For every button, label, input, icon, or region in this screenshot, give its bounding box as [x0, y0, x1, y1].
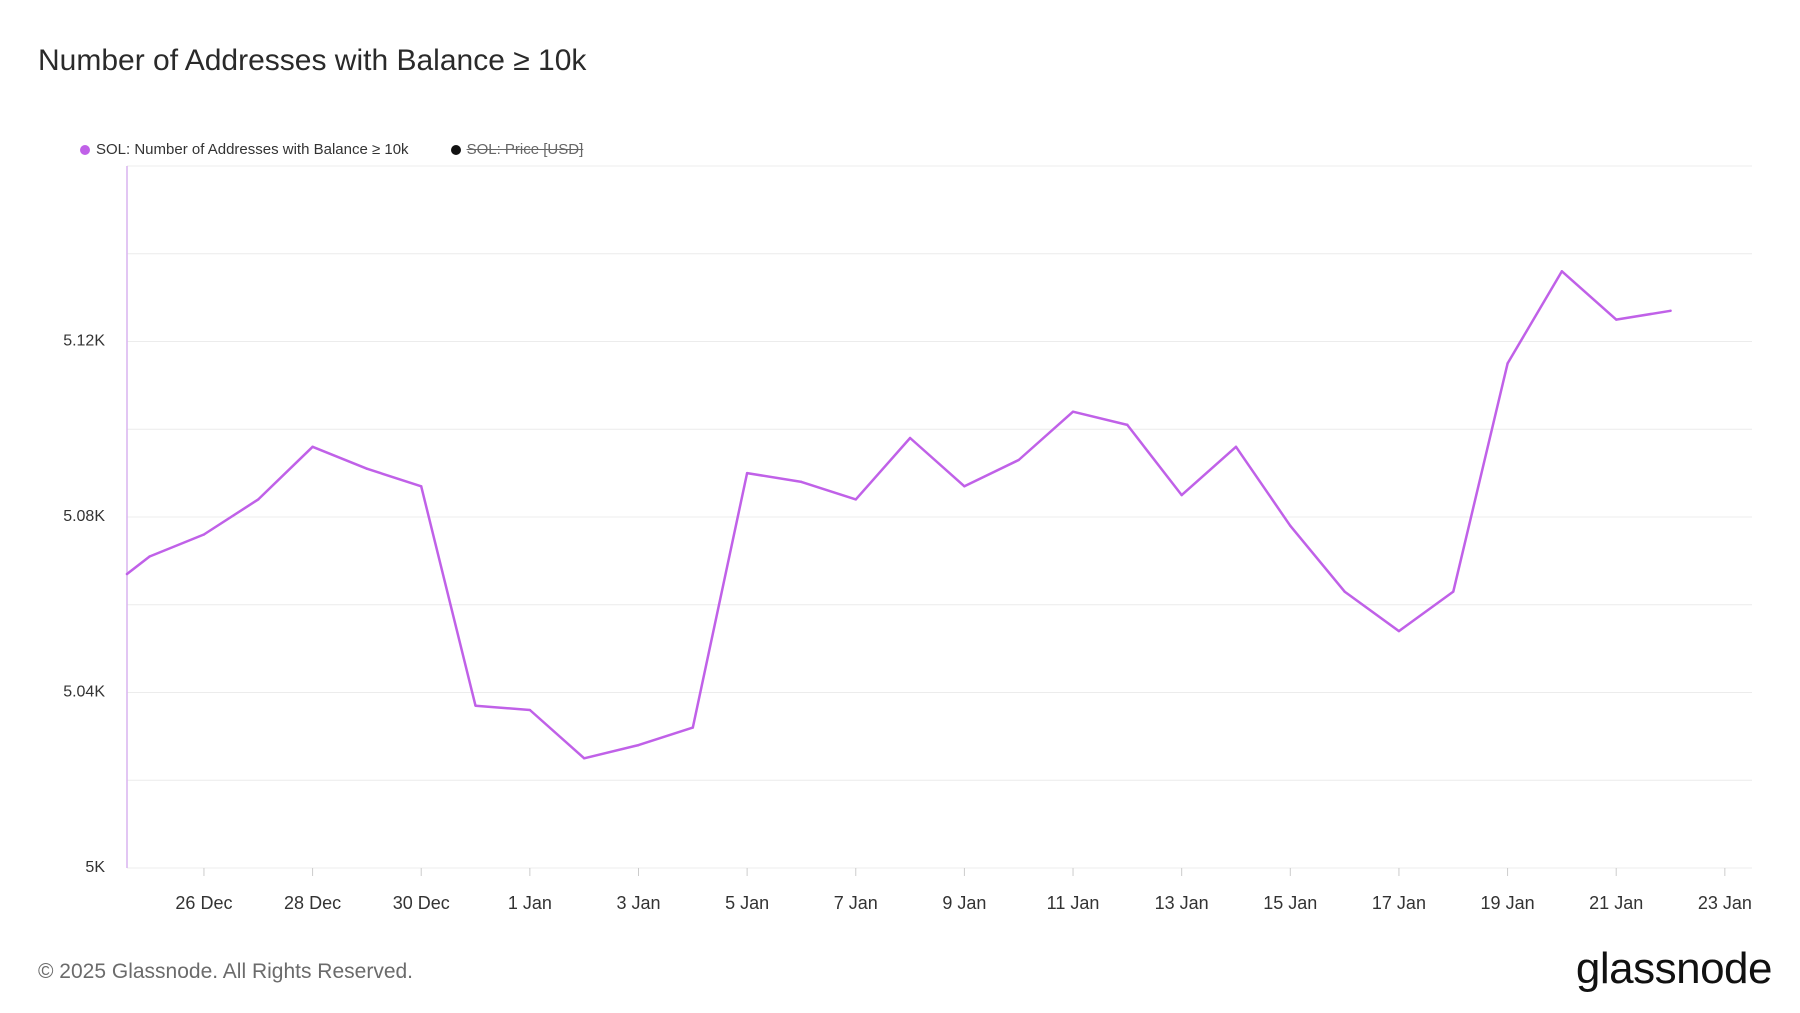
data-point	[1506, 362, 1509, 365]
x-tick-label: 15 Jan	[1263, 893, 1317, 913]
data-point	[1397, 629, 1401, 633]
x-tick-label: 21 Jan	[1589, 893, 1643, 913]
copyright-footer: © 2025 Glassnode. All Rights Reserved.	[38, 960, 414, 983]
data-point	[125, 572, 129, 576]
x-tick-label: 1 Jan	[508, 893, 552, 913]
data-point	[1289, 524, 1292, 527]
x-tick-label: 28 Dec	[284, 893, 341, 913]
x-tick-label: 9 Jan	[942, 893, 986, 913]
data-point	[1669, 309, 1672, 312]
data-point	[311, 445, 314, 448]
x-tick-label: 11 Jan	[1047, 893, 1100, 913]
chart-title: Number of Addresses with Balance ≥ 10k	[38, 44, 587, 77]
data-point	[854, 498, 857, 501]
data-point	[420, 485, 423, 488]
legend-label: SOL: Price [USD]	[466, 141, 584, 158]
x-tick-label: 3 Jan	[616, 893, 660, 913]
legend-item-price[interactable]: SOL: Price [USD]	[450, 141, 584, 158]
data-point	[745, 471, 749, 475]
x-tick-label: 30 Dec	[393, 893, 450, 913]
y-tick-label: 5.08K	[63, 508, 105, 525]
legend-label: SOL: Number of Addresses with Balance ≥ …	[96, 141, 409, 158]
chart-legend: SOL: Number of Addresses with Balance ≥ …	[80, 141, 583, 158]
data-point	[365, 467, 369, 470]
data-point	[257, 498, 260, 501]
x-tick-label: 19 Jan	[1481, 893, 1535, 913]
data-point	[691, 726, 695, 729]
legend-item-addresses[interactable]: SOL: Number of Addresses with Balance ≥ …	[80, 141, 409, 158]
x-tick-label: 26 Dec	[175, 893, 232, 913]
y-tick-label: 5K	[85, 859, 105, 876]
x-tick-label: 7 Jan	[834, 893, 878, 913]
series-line	[125, 270, 1672, 760]
y-tick-label: 5.04K	[63, 684, 105, 701]
data-point	[1071, 410, 1075, 413]
data-point	[148, 555, 151, 558]
data-point	[474, 704, 477, 707]
data-point	[800, 480, 803, 484]
data-point	[1234, 445, 1238, 448]
data-point	[528, 708, 532, 712]
data-point	[582, 757, 586, 760]
x-tick-label: 17 Jan	[1372, 893, 1426, 913]
data-point	[1615, 318, 1618, 321]
data-point	[202, 533, 206, 536]
x-tick-label: 5 Jan	[725, 893, 769, 913]
data-point	[1560, 270, 1564, 273]
y-tick-label: 5.12K	[63, 333, 105, 350]
data-point	[637, 743, 640, 747]
data-point	[963, 485, 966, 488]
legend-dot-icon	[80, 144, 90, 155]
glassnode-logo: glassnode	[1575, 944, 1773, 993]
data-point	[1180, 493, 1183, 497]
data-point	[1126, 423, 1129, 427]
data-point	[1452, 590, 1455, 593]
x-tick-label: 13 Jan	[1155, 893, 1209, 913]
data-point	[908, 436, 912, 440]
x-tick-label: 23 Jan	[1698, 893, 1752, 913]
data-point	[1017, 458, 1020, 462]
data-point	[1343, 590, 1346, 593]
legend-dot-icon	[450, 144, 461, 155]
